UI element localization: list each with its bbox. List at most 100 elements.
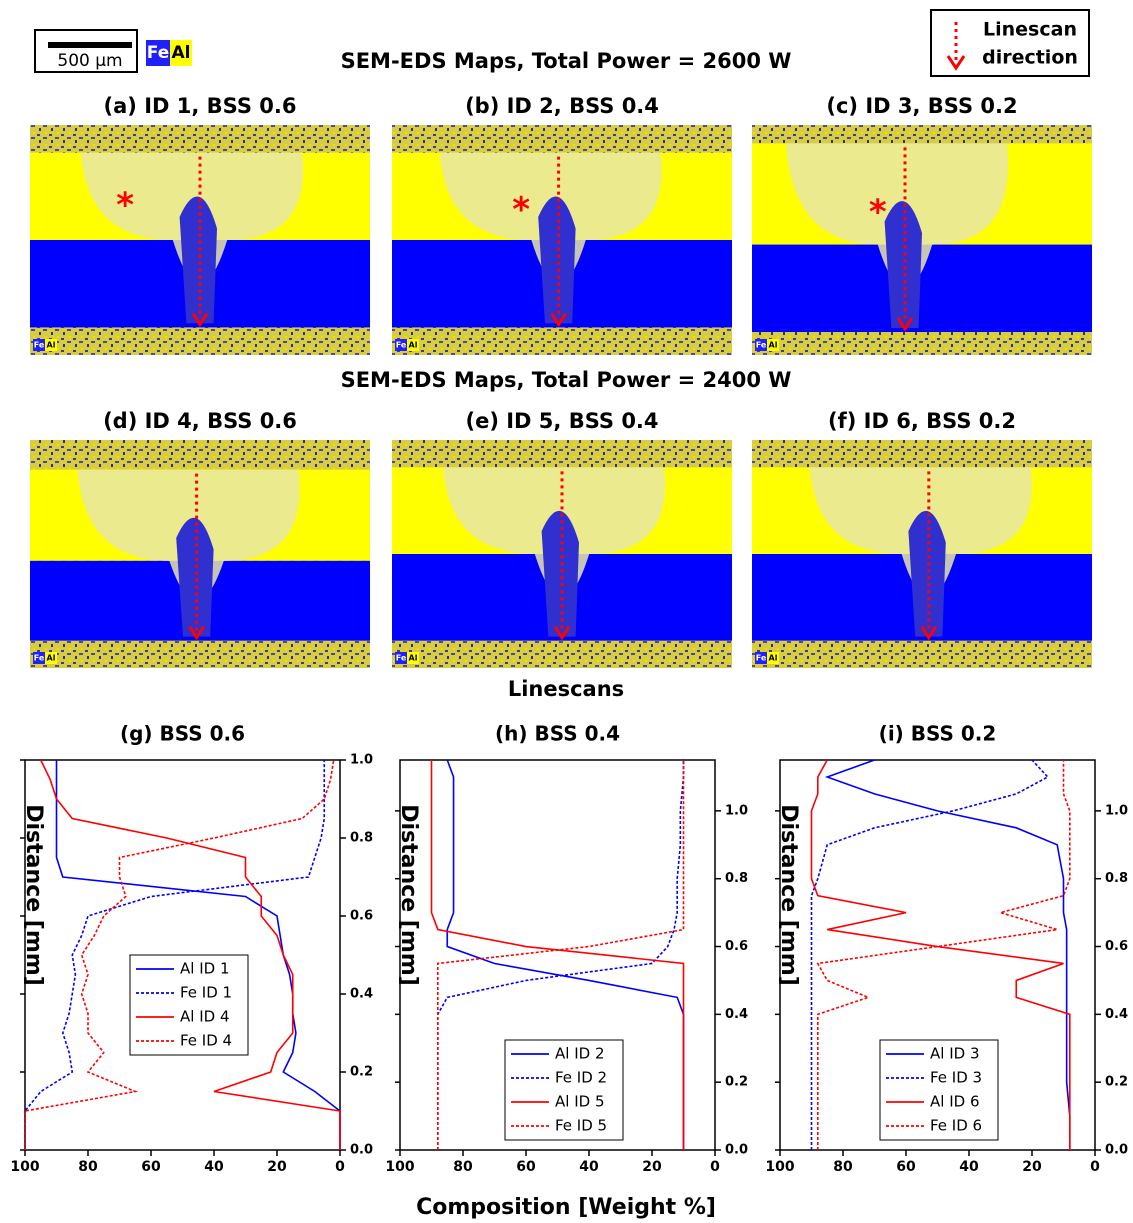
y-tick-label: 0.6 (725, 939, 748, 954)
sem-eds-map: Fe Al (752, 440, 1092, 668)
y-tick-label: 0.8 (1105, 871, 1128, 886)
inset-al: Al (769, 654, 778, 663)
linescan-arrowhead (550, 312, 567, 328)
x-tick-label: 100 (10, 1159, 39, 1175)
linescan-legend: Linescan direction (930, 9, 1090, 77)
chart-title: (h) BSS 0.4 (495, 722, 620, 746)
inset-fe-bg (33, 652, 45, 664)
linescans-title: Linescans (508, 677, 624, 701)
inset-fe: Fe (396, 341, 407, 350)
inset-fe-bg (755, 339, 767, 351)
linescan-legend-text: direction (982, 47, 1078, 69)
x-tick-label: 60 (516, 1159, 536, 1175)
inset-fe: Fe (756, 341, 767, 350)
fe-intrusion (176, 517, 214, 637)
legend-label: Fe ID 3 (930, 1069, 982, 1087)
legend-label: Fe ID 1 (180, 984, 232, 1002)
y-tick-label: 1.0 (350, 753, 373, 768)
x-tick-label: 100 (765, 1159, 794, 1175)
x-tick-label: 40 (204, 1159, 224, 1175)
y-axis-label: Distance [mm] (776, 804, 801, 986)
y-tick-label: 0.8 (725, 871, 748, 886)
inset-fe-bg (395, 339, 407, 351)
panel-label: (a) ID 1, BSS 0.6 (104, 94, 297, 118)
x-tick-label: 100 (385, 1159, 414, 1175)
legend-box (879, 1039, 999, 1141)
inset-fe-bg (33, 339, 45, 351)
asterisk: * (116, 185, 134, 225)
inset-fe: Fe (34, 654, 45, 663)
x-tick-label: 80 (833, 1159, 853, 1175)
panel-label: (e) ID 5, BSS 0.4 (465, 409, 658, 433)
linescan-arrowhead (188, 625, 205, 641)
asterisk: * (869, 192, 887, 232)
inset-fe-bg (395, 652, 407, 664)
map-row-title: SEM-EDS Maps, Total Power = 2400 W (341, 368, 792, 392)
fe-intrusion (538, 196, 576, 324)
legend-label: Fe ID 4 (180, 1032, 232, 1050)
linescan-line (437, 760, 685, 1150)
legend-label: Al ID 3 (930, 1045, 979, 1063)
inset-al: Al (47, 341, 56, 350)
linescan-line (824, 759, 1071, 1150)
x-tick-label: 40 (959, 1159, 979, 1175)
panel-label: (c) ID 3, BSS 0.2 (826, 94, 1017, 118)
y-axis-label: Distance [mm] (396, 804, 421, 986)
sem-eds-map: * Fe Al (30, 125, 370, 355)
panel-label: (d) ID 4, BSS 0.6 (103, 409, 297, 433)
y-tick-label: 0.4 (1105, 1007, 1128, 1022)
x-axis-label: Composition [Weight %] (416, 1195, 716, 1220)
x-tick-label: 60 (141, 1159, 161, 1175)
inset-fe-bg (755, 652, 767, 664)
linescan-line (816, 760, 1071, 1150)
legend-fe: Fe (147, 43, 169, 63)
legend-label: Fe ID 6 (930, 1117, 982, 1135)
y-tick-label: 0.0 (725, 1143, 748, 1158)
fe-intrusion (179, 196, 217, 324)
legend-label: Al ID 1 (180, 960, 229, 978)
linescan-line (24, 759, 335, 1150)
legend-label: Al ID 6 (930, 1093, 979, 1111)
inset-al-bg (407, 652, 419, 664)
legend-box (129, 954, 249, 1056)
linescan-line (40, 759, 341, 1150)
inset-al: Al (409, 654, 418, 663)
y-tick-label: 0.0 (350, 1143, 373, 1158)
linescan-arrowhead (553, 625, 571, 641)
y-tick-label: 1.0 (1105, 803, 1128, 818)
linescan-line (810, 759, 1071, 1150)
inset-al-bg (767, 339, 779, 351)
legend-label: Fe ID 2 (555, 1069, 607, 1087)
x-tick-label: 0 (335, 1159, 345, 1175)
linescan-line (430, 760, 685, 1150)
sem-eds-map: Fe Al (392, 440, 732, 668)
linescan-line (24, 760, 326, 1150)
x-tick-label: 80 (453, 1159, 473, 1175)
map-row-title: SEM-EDS Maps, Total Power = 2600 W (341, 49, 792, 73)
y-tick-label: 0.2 (350, 1065, 373, 1080)
y-tick-label: 0.4 (350, 987, 373, 1002)
legend-box (504, 1039, 624, 1141)
plot-frame (779, 759, 1096, 1151)
fe-intrusion (541, 510, 579, 637)
plot-frame (24, 759, 341, 1151)
y-tick-label: 0.8 (350, 831, 373, 846)
chart-title: (g) BSS 0.6 (120, 722, 245, 746)
linescan-arrowhead (920, 625, 938, 641)
inset-al: Al (47, 654, 56, 663)
inset-fe: Fe (396, 654, 407, 663)
legend-al: Al (172, 43, 191, 63)
linescan-arrowhead (896, 317, 914, 332)
inset-al-bg (407, 339, 419, 351)
linescan-line (810, 759, 1050, 1150)
y-tick-label: 0.2 (725, 1075, 748, 1090)
y-tick-label: 0.0 (1105, 1143, 1128, 1158)
inset-al-bg (767, 652, 779, 664)
y-tick-label: 0.6 (1105, 939, 1128, 954)
x-tick-label: 0 (710, 1159, 720, 1175)
x-tick-label: 20 (267, 1159, 287, 1175)
legend-label: Al ID 2 (555, 1045, 604, 1063)
fe-intrusion (884, 201, 922, 328)
x-tick-label: 40 (579, 1159, 599, 1175)
